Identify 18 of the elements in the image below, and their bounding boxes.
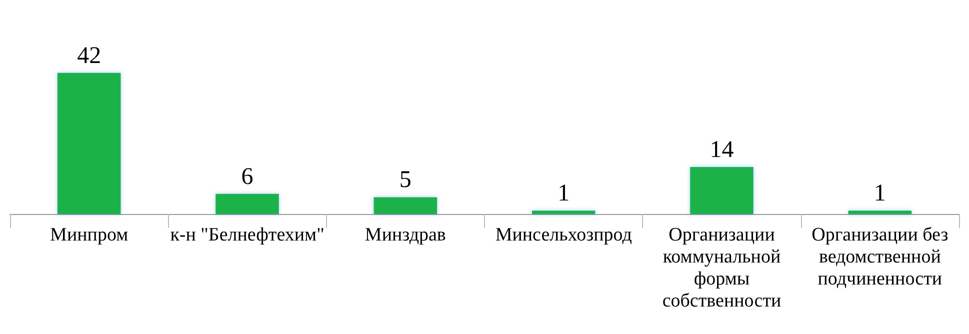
x-tick-label: Минпром xyxy=(50,224,128,246)
bar xyxy=(374,197,438,214)
data-label: 14 xyxy=(710,136,734,163)
x-tick-label: Организации без ведомственной подчиненности xyxy=(812,224,948,290)
data-label: 1 xyxy=(874,180,886,207)
data-label: 6 xyxy=(241,164,254,190)
bar xyxy=(57,72,121,214)
bar xyxy=(216,194,279,214)
bar xyxy=(532,210,596,214)
bar xyxy=(690,166,754,214)
x-tick-label: Минздрав xyxy=(364,224,446,246)
data-label: 42 xyxy=(77,42,102,69)
data-label: 5 xyxy=(399,167,412,194)
data-label: 1 xyxy=(558,180,570,207)
x-tick-label: Организации коммунальной формы собственности xyxy=(662,224,782,312)
x-tick-label: к-н "Белнефтехим" xyxy=(170,224,324,246)
bar xyxy=(848,210,912,214)
x-tick-label: Минсельхозпрод xyxy=(495,224,632,246)
